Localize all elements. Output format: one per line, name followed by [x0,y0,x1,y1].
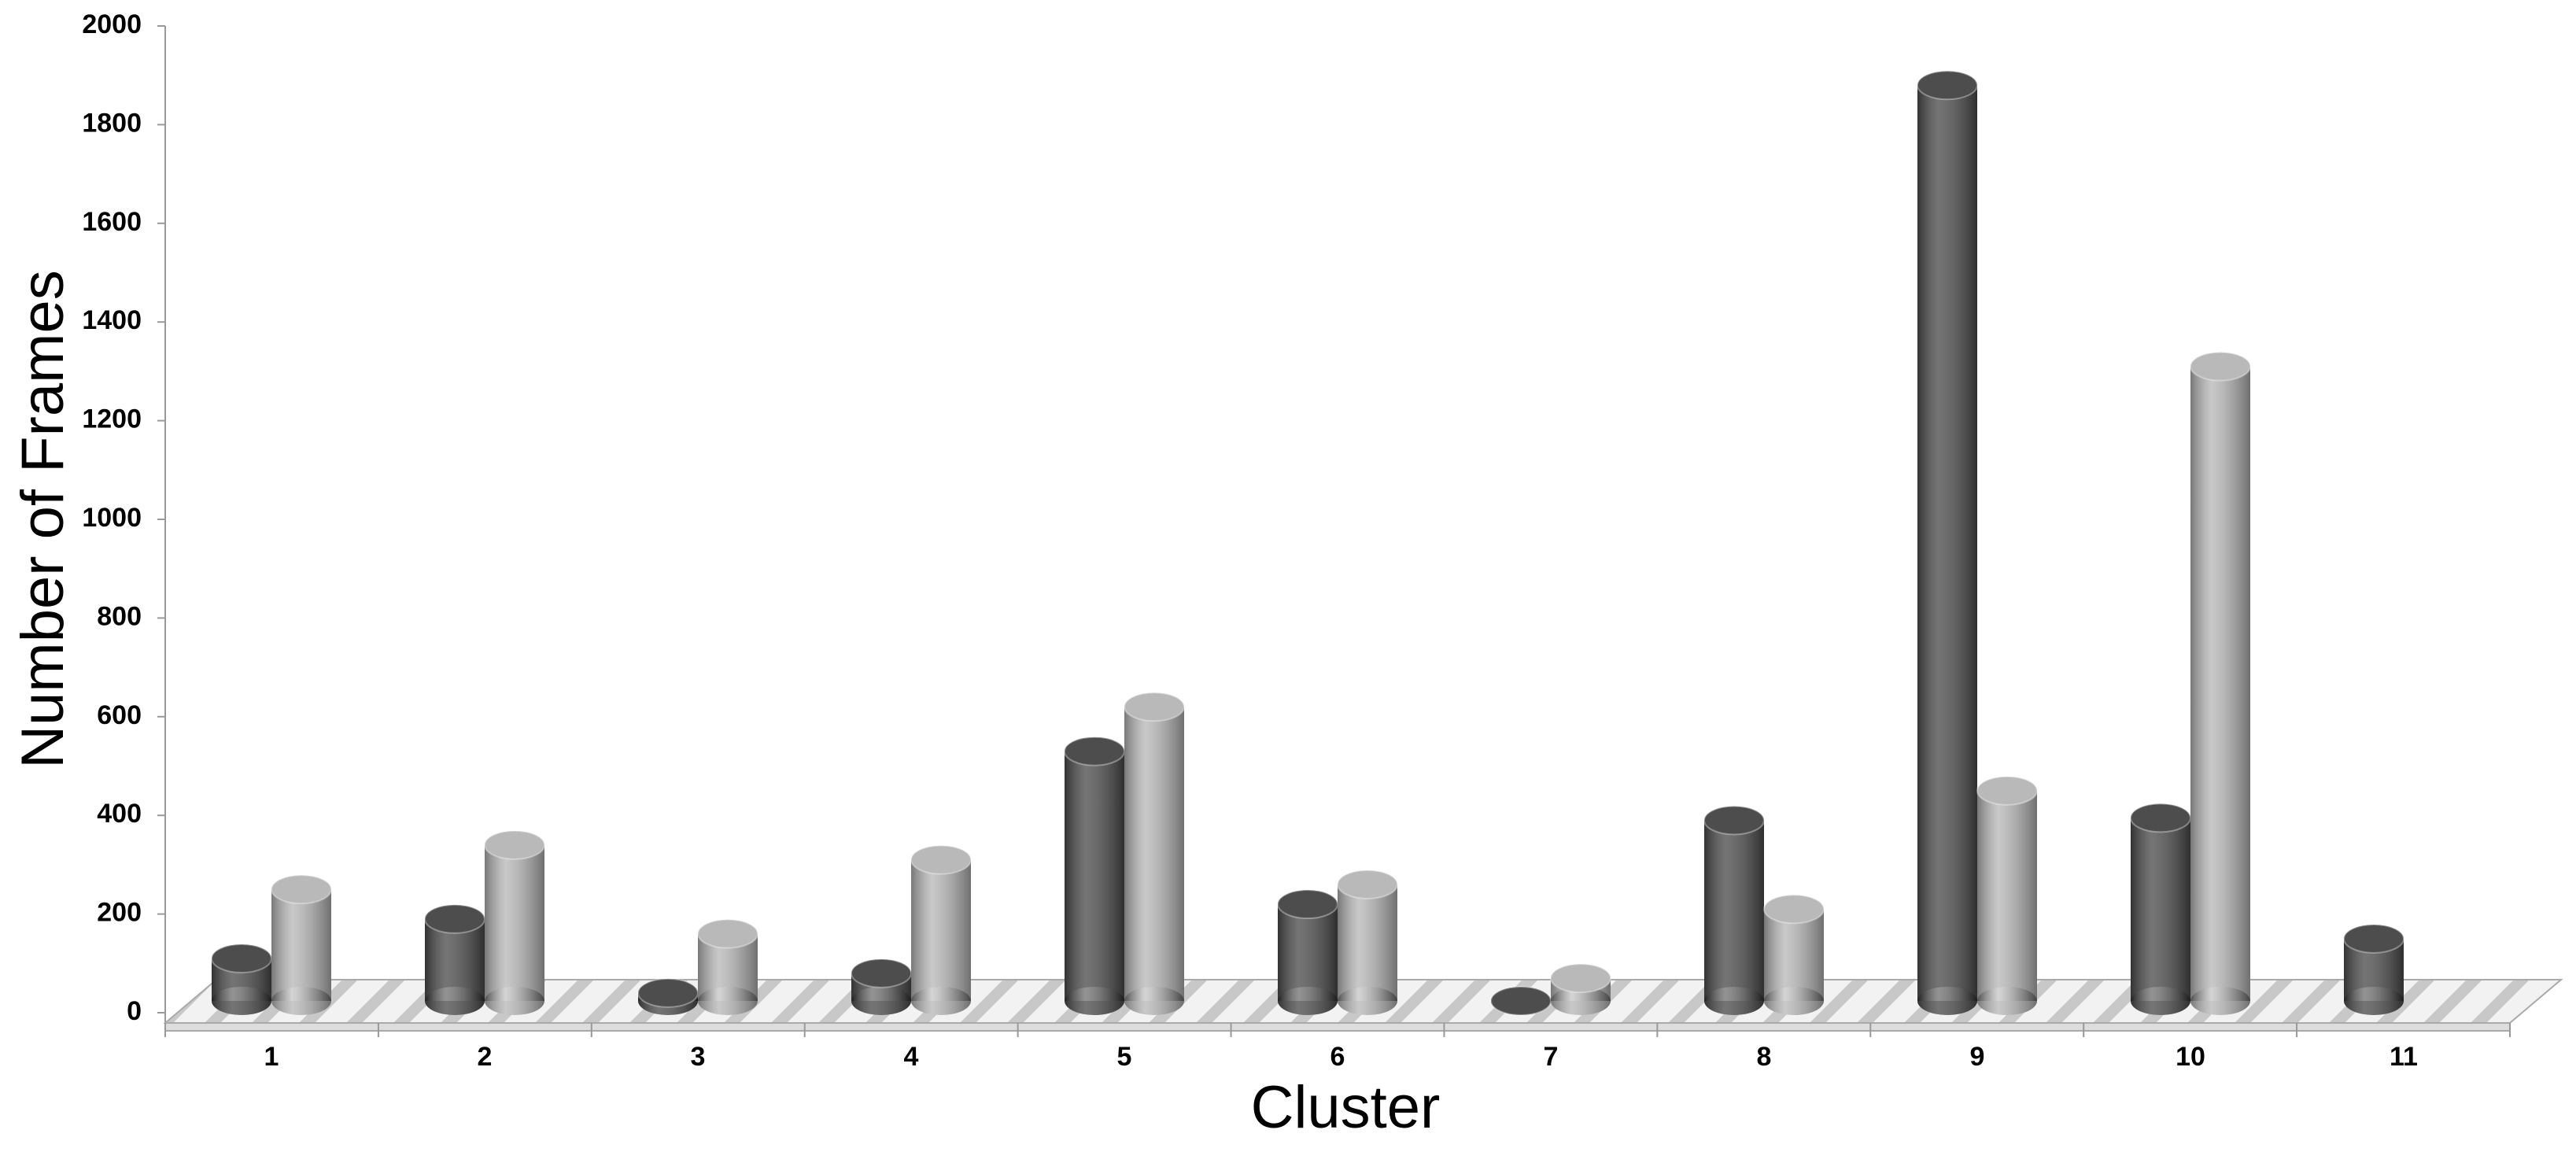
bar-top [271,874,332,905]
bar-shading [271,889,331,1001]
bar-top [484,829,545,860]
y-tick-label: 1000 [82,503,142,533]
bar-base-shading [2344,987,2404,1015]
bar-base-shading [271,987,331,1015]
x-tick-label: 9 [1970,1042,1985,1072]
bar-top [1337,869,1398,899]
bar-top [1490,986,1552,1016]
bar-base-shading [1977,987,2037,1015]
bar-shading [1278,904,1338,1001]
bar-base-shading [1764,987,1824,1015]
bar-top [1703,805,1765,836]
y-axis-title: Number of Frames [9,270,76,769]
y-tick-label: 1200 [82,404,142,434]
bar-top [1763,894,1825,925]
bar-shading [1704,820,1764,1001]
x-tick-label: 3 [691,1042,706,1072]
bar-shading [1917,85,1977,1002]
x-tick-label: 7 [1544,1042,1559,1072]
x-tick-label: 4 [904,1042,919,1072]
bar-top [1976,775,2038,806]
bar-base-shading [698,987,758,1015]
bar-top [1550,963,1611,994]
bar-shading [911,859,971,1001]
y-tick-label: 800 [97,601,142,631]
bar-top [1124,692,1185,722]
bar-base-shading [1704,987,1764,1015]
bar-shading [1065,751,1124,1001]
bar-base-shading [1917,987,1977,1015]
bar-top [1064,736,1125,766]
y-tick-label: 1800 [82,108,142,138]
bar-base-shading [911,987,971,1015]
x-tick-label: 2 [478,1042,493,1072]
y-tick-label: 400 [97,799,142,829]
x-axis-title: Cluster [1251,1074,1441,1141]
x-tick-label: 1 [264,1042,279,1072]
bar-top [910,844,972,875]
bar-shading [1977,790,2037,1001]
bar-top [2343,923,2404,954]
bar-base-shading [851,987,911,1015]
x-tick-label: 5 [1117,1042,1132,1072]
bar-base-shading [2131,987,2190,1015]
y-tick-label: 1400 [82,305,142,335]
y-tick-label: 1600 [82,207,142,237]
bar-base-shading [2190,987,2250,1015]
bar-top [424,903,485,934]
bar-base-shading [1338,987,1397,1015]
bar-top [697,918,758,949]
bar-top [211,943,272,974]
y-tick-label: 2000 [82,9,142,39]
bar-base-shading [485,987,544,1015]
bar-top [2190,351,2251,382]
bar-base-shading [1278,987,1338,1015]
x-tick-label: 11 [2390,1042,2418,1072]
bar-shading [1124,707,1184,1001]
bar-base-shading [212,987,271,1015]
bar-shading [485,844,544,1001]
x-tick-label: 10 [2176,1042,2205,1072]
bar-top [1277,889,1338,920]
bar-top [851,958,912,988]
x-tick-label: 6 [1330,1042,1345,1072]
y-tick-label: 0 [127,996,142,1026]
bar-shading [2131,818,2190,1001]
bar-base-shading [425,987,485,1015]
y-tick-label: 600 [97,700,142,730]
bar-top [1917,70,1978,101]
bar-shading [1764,909,1824,1001]
bar-top [2130,803,2191,833]
bar-shading [2190,366,2250,1001]
x-tick-label: 8 [1757,1042,1772,1072]
bar-base-shading [1065,987,1124,1015]
bar-top [637,977,699,1008]
bar-base-shading [1124,987,1184,1015]
floor-edge [164,1022,2511,1032]
bar-shading [1338,884,1397,1001]
y-tick-label: 200 [97,898,142,928]
bar-base-shading [1551,987,1611,1015]
